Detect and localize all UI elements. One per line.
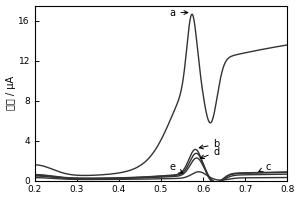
Y-axis label: 电流 / μA: 电流 / μA [6,76,16,110]
Text: d: d [200,147,220,159]
Text: c: c [259,162,271,172]
Text: e: e [169,162,183,173]
Text: b: b [199,139,220,149]
Text: a: a [169,8,188,18]
